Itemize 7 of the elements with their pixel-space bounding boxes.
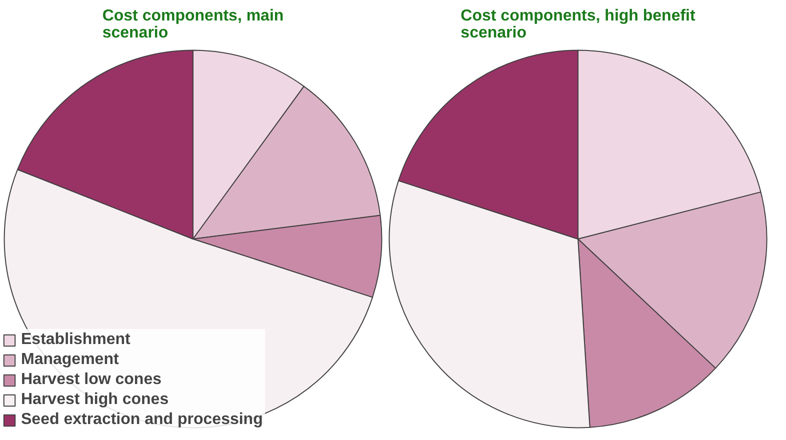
legend-label: Seed extraction and processing bbox=[21, 411, 263, 429]
legend-label: Harvest low cones bbox=[21, 371, 162, 389]
chart-title: Cost components, high benefit scenario bbox=[460, 8, 696, 42]
legend-label: Harvest high cones bbox=[21, 391, 169, 409]
chart-title: Cost components, main scenario bbox=[102, 8, 284, 42]
legend-label: Establishment bbox=[21, 331, 130, 349]
legend-label: Management bbox=[21, 351, 119, 369]
